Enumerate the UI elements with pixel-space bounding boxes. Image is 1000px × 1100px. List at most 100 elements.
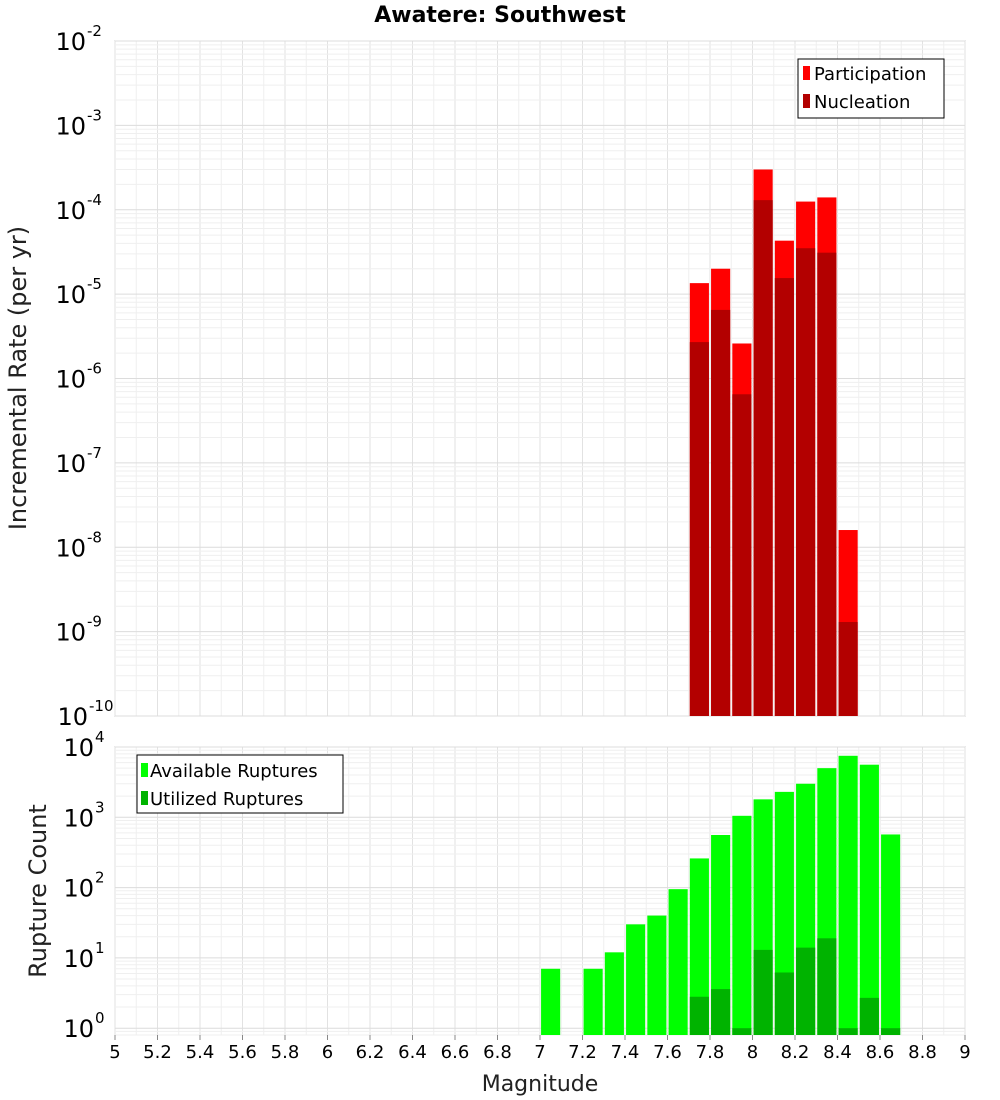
legend-swatch-participation xyxy=(803,66,810,80)
rate-bar-nucleation xyxy=(796,248,816,717)
count-bar-available-ruptures xyxy=(711,834,731,1035)
legend-label-participation: Participation xyxy=(814,64,926,85)
x-tick-label: 6.8 xyxy=(483,1042,512,1063)
rate-y-tick: 10 -4 xyxy=(55,191,102,225)
legend-label-nucleation: Nucleation xyxy=(814,92,910,113)
x-tick-label: 5.6 xyxy=(228,1042,257,1063)
count-y-tick-exp: 4 xyxy=(95,728,105,746)
rate-bars xyxy=(689,169,858,717)
count-bar-available-ruptures xyxy=(541,968,561,1035)
rate-y-tick-exp: -3 xyxy=(87,106,102,124)
rate-y-tick-base: 10 xyxy=(55,534,86,562)
rate-y-tick-base: 10 xyxy=(55,197,86,225)
count-y-tick: 10 3 xyxy=(63,798,104,832)
count-bar-available-ruptures xyxy=(626,924,646,1035)
rate-y-tick-exp: -4 xyxy=(87,191,102,209)
rate-y-tick-exp: -10 xyxy=(89,697,114,715)
count-bar-utilized-ruptures xyxy=(838,1028,858,1035)
x-tick-label: 7.4 xyxy=(611,1042,640,1063)
rate-y-tick-base: 10 xyxy=(55,281,86,309)
count-legend: Available Ruptures Utilized Ruptures xyxy=(136,754,344,814)
legend-label-utilized: Utilized Ruptures xyxy=(150,789,303,810)
x-tick-label: 8.8 xyxy=(908,1042,937,1063)
x-tick-label: 6.6 xyxy=(441,1042,470,1063)
count-y-tick-exp: 3 xyxy=(95,798,105,816)
count-bar-available-ruptures xyxy=(881,834,901,1035)
rate-y-tick: 10 -6 xyxy=(55,360,102,394)
count-y-tick-base: 10 xyxy=(63,945,94,973)
rate-y-tick: 10 -3 xyxy=(55,106,102,140)
x-tick-label: 6 xyxy=(322,1042,333,1063)
rate-y-tick-exp: -9 xyxy=(87,613,102,631)
x-tick-label: 7.6 xyxy=(653,1042,682,1063)
count-bar-utilized-ruptures xyxy=(859,997,879,1035)
rate-legend-box xyxy=(797,58,945,119)
rate-y-tick: 10 -7 xyxy=(55,444,102,478)
rate-y-tick-base: 10 xyxy=(55,28,86,56)
count-bar-utilized-ruptures xyxy=(711,989,731,1035)
count-bar-available-ruptures xyxy=(859,764,879,1035)
count-y-tick-base: 10 xyxy=(63,1015,94,1043)
rate-panel: 10-210-310-410-510-610-710-810-910-10 In… xyxy=(4,22,966,731)
rate-y-tick: 10 -10 xyxy=(57,697,113,731)
x-tick-label: 6.4 xyxy=(398,1042,427,1063)
rate-bar-nucleation xyxy=(689,342,709,716)
x-tick-label: 8 xyxy=(747,1042,758,1063)
count-y-tick-exp: 1 xyxy=(95,939,105,957)
count-y-tick-base: 10 xyxy=(63,734,94,762)
x-tick-label: 5 xyxy=(109,1042,120,1063)
rate-gridlines xyxy=(114,40,966,717)
rate-y-tick-exp: -8 xyxy=(87,528,102,546)
rate-bar-nucleation xyxy=(838,622,858,716)
count-bar-available-ruptures xyxy=(732,815,752,1035)
count-y-tick-exp: 2 xyxy=(95,869,105,887)
rate-y-tick-base: 10 xyxy=(55,366,86,394)
count-bar-utilized-ruptures xyxy=(796,947,816,1035)
rate-y-tick: 10 -9 xyxy=(55,613,102,647)
x-tick-label: 5.8 xyxy=(271,1042,300,1063)
rate-y-tick: 10 -8 xyxy=(55,528,102,562)
x-tick-label: 7.2 xyxy=(568,1042,597,1063)
rate-y-tick-exp: -7 xyxy=(87,444,102,462)
x-tick-label: 8.6 xyxy=(866,1042,895,1063)
count-bar-available-ruptures xyxy=(583,968,603,1035)
rate-y-tick-base: 10 xyxy=(55,112,86,140)
count-y-tick: 10 2 xyxy=(63,869,104,903)
x-tick-label: 7 xyxy=(534,1042,545,1063)
count-bars xyxy=(541,755,901,1035)
count-y-tick-base: 10 xyxy=(63,875,94,903)
x-tick-label: 8.2 xyxy=(781,1042,810,1063)
x-tick-label: 8.4 xyxy=(823,1042,852,1063)
rate-y-tick: 10 -5 xyxy=(55,275,102,309)
count-bar-available-ruptures xyxy=(668,889,688,1035)
rate-legend: Participation Nucleation xyxy=(797,58,945,119)
count-bar-available-ruptures xyxy=(604,952,624,1035)
count-bar-utilized-ruptures xyxy=(774,972,794,1035)
count-bar-utilized-ruptures xyxy=(732,1028,752,1035)
rate-y-axis-label: Incremental Rate (per yr) xyxy=(4,226,32,530)
rate-y-tick-exp: -2 xyxy=(87,22,102,40)
rate-bar-nucleation xyxy=(753,200,773,716)
x-tick-label: 6.2 xyxy=(356,1042,385,1063)
rate-y-tick-base: 10 xyxy=(55,450,86,478)
count-y-tick: 10 1 xyxy=(63,939,104,973)
count-bar-available-ruptures xyxy=(838,755,858,1035)
count-y-tick-base: 10 xyxy=(63,804,94,832)
count-bar-utilized-ruptures xyxy=(881,1028,901,1035)
count-x-ticks: 5 5.2 5.4 5.6 5.8 6 6.2 6.4 6.6 6.8 7 7.2 7.4 7.6 7.8 8… xyxy=(109,1035,971,1063)
rate-y-tick-exp: -5 xyxy=(87,275,102,293)
count-bar-utilized-ruptures xyxy=(689,996,709,1035)
rate-bar-nucleation xyxy=(817,252,837,716)
count-y-tick: 10 4 xyxy=(63,728,104,762)
rate-y-tick: 10 -2 xyxy=(55,22,102,56)
rate-y-tick-base: 10 xyxy=(55,619,86,647)
count-y-axis-label: Rupture Count xyxy=(24,804,52,978)
count-bar-utilized-ruptures xyxy=(817,938,837,1035)
legend-label-available: Available Ruptures xyxy=(150,761,318,782)
count-bar-available-ruptures xyxy=(689,858,709,1035)
chart-title: Awatere: Southwest xyxy=(374,3,626,28)
x-tick-label: 9 xyxy=(959,1042,970,1063)
